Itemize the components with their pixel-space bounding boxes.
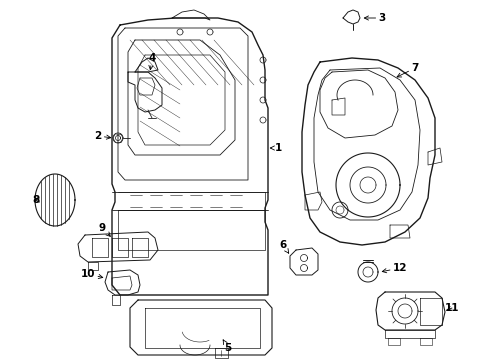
Text: 10: 10 <box>81 269 102 279</box>
Text: 5: 5 <box>223 340 231 353</box>
Text: 8: 8 <box>32 195 40 205</box>
Text: 6: 6 <box>279 240 288 253</box>
Text: 7: 7 <box>396 63 418 77</box>
Text: 9: 9 <box>98 223 110 237</box>
Text: 1: 1 <box>270 143 281 153</box>
Text: 12: 12 <box>382 263 407 273</box>
Text: 3: 3 <box>364 13 385 23</box>
Text: 4: 4 <box>148 53 155 70</box>
Text: 11: 11 <box>444 303 458 313</box>
Text: 2: 2 <box>94 131 110 141</box>
